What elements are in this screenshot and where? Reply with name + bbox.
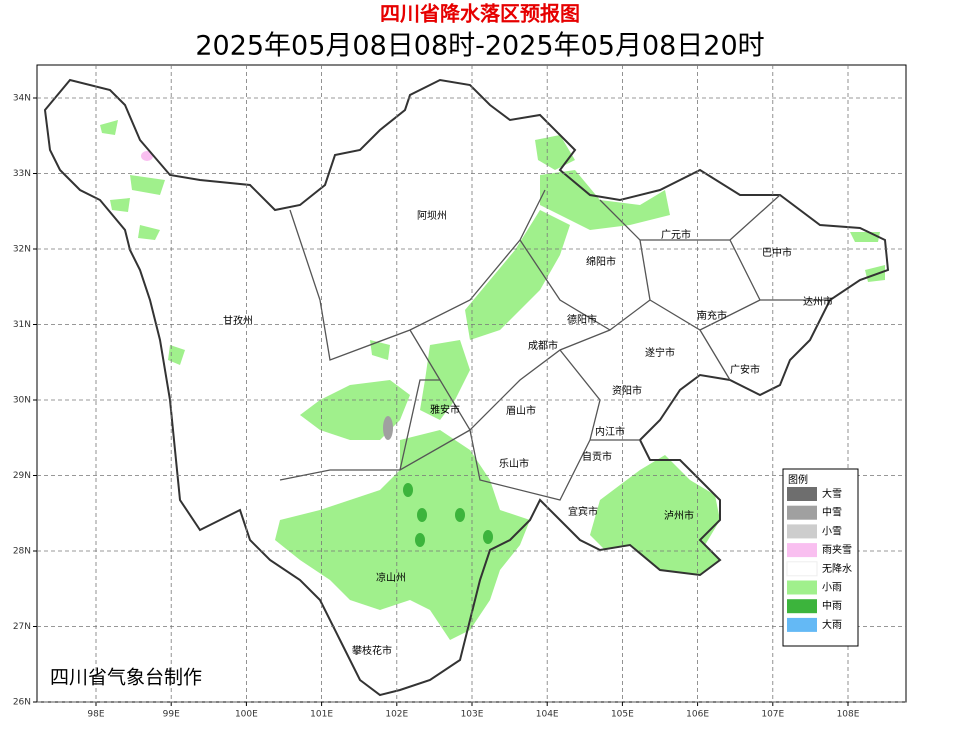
subtitle: 2025年05月08日08时-2025年05月08日20时 xyxy=(195,31,764,62)
legend-label: 中雪 xyxy=(822,506,842,519)
x-tick-label: 102E xyxy=(385,710,408,720)
legend-label: 小雨 xyxy=(822,582,842,594)
legend-swatch xyxy=(787,505,817,520)
x-tick-label: 104E xyxy=(536,710,559,720)
y-tick-label: 32N xyxy=(13,245,31,255)
place-label: 内江市 xyxy=(595,425,625,438)
y-tick-label: 27N xyxy=(13,622,31,632)
moderate-rain-area xyxy=(415,533,425,547)
legend-label: 大雨 xyxy=(822,618,842,631)
light-rain-area xyxy=(465,210,570,340)
y-tick-label: 29N xyxy=(13,471,31,481)
legend-label: 无降水 xyxy=(822,562,852,575)
x-tick-label: 101E xyxy=(310,710,333,720)
light-rain-area xyxy=(540,170,670,230)
moderate-rain-area xyxy=(417,508,427,522)
light-rain-area xyxy=(168,345,185,365)
light-rain-area xyxy=(850,232,880,242)
light-rain-area xyxy=(110,198,130,212)
light-rain-area xyxy=(370,340,390,360)
moderate-rain-area xyxy=(403,483,413,497)
x-tick-label: 98E xyxy=(87,710,104,720)
light-rain-area xyxy=(130,175,165,195)
legend-swatch xyxy=(787,580,817,595)
place-label: 遂宁市 xyxy=(645,346,675,359)
place-label: 甘孜州 xyxy=(223,314,253,327)
credit: 四川省气象台制作 xyxy=(50,667,202,689)
place-label: 宜宾市 xyxy=(568,505,598,518)
place-label: 雅安市 xyxy=(430,403,460,416)
place-label: 凉山州 xyxy=(376,571,406,584)
legend-swatch xyxy=(786,561,818,577)
moderate-rain-area xyxy=(483,530,493,544)
legend-swatch xyxy=(787,599,817,614)
border-line xyxy=(640,194,830,381)
light-snow-area xyxy=(383,416,393,440)
title: 四川省降水落区预报图 xyxy=(380,2,580,26)
x-tick-label: 108E xyxy=(837,710,860,720)
border-line xyxy=(279,379,471,481)
x-tick-label: 106E xyxy=(686,710,709,720)
light-rain-area xyxy=(535,135,575,170)
legend-swatch xyxy=(787,617,817,632)
y-tick-label: 30N xyxy=(13,396,31,406)
y-tick-label: 28N xyxy=(13,547,31,557)
place-label: 广安市 xyxy=(730,363,760,376)
place-label: 德阳市 xyxy=(567,313,597,326)
place-label: 乐山市 xyxy=(499,457,529,470)
y-tick-label: 34N xyxy=(13,94,31,104)
legend-label: 中雨 xyxy=(822,599,842,612)
x-tick-label: 100E xyxy=(235,710,258,720)
y-tick-label: 33N xyxy=(13,169,31,179)
place-label: 绵阳市 xyxy=(586,255,616,268)
light-rain-area xyxy=(138,225,160,240)
x-tick-label: 107E xyxy=(761,710,784,720)
place-label: 攀枝花市 xyxy=(352,644,392,657)
place-label: 眉山市 xyxy=(506,404,536,417)
border-line xyxy=(519,199,651,331)
legend-label: 雨夹雪 xyxy=(822,543,852,556)
light-rain-area xyxy=(865,265,885,282)
x-tick-label: 103E xyxy=(461,710,484,720)
place-label: 南充市 xyxy=(697,309,727,322)
place-label: 自贡市 xyxy=(582,450,612,463)
legend-label: 大雪 xyxy=(822,487,842,500)
light-rain-area xyxy=(100,120,118,135)
moderate-rain-area xyxy=(455,508,465,522)
y-tick-label: 31N xyxy=(13,320,31,330)
place-label: 成都市 xyxy=(528,339,558,352)
sleet-area xyxy=(141,151,153,161)
x-tick-label: 99E xyxy=(163,710,180,720)
place-label: 广元市 xyxy=(661,228,691,241)
light-rain-area xyxy=(275,430,530,640)
legend-label: 小雪 xyxy=(822,525,842,537)
city-borders xyxy=(279,189,830,501)
x-tick-label: 105E xyxy=(611,710,634,720)
place-label: 巴中市 xyxy=(762,246,792,259)
legend-swatch xyxy=(787,524,817,539)
graticule: 98E 99E 100E 101E 102E 103E 104E 105E 106E 107E 10… xyxy=(13,65,906,720)
place-label: 达州市 xyxy=(803,295,833,308)
province-border xyxy=(43,78,890,697)
y-tick-label: 26N xyxy=(13,698,31,708)
legend-swatch xyxy=(787,543,817,558)
light-rain-area xyxy=(300,380,410,440)
legend-swatch xyxy=(787,487,817,501)
place-label: 阿坝州 xyxy=(417,210,447,222)
place-label: 资阳市 xyxy=(612,384,642,397)
place-label: 泸州市 xyxy=(664,509,694,522)
legend-title: 图例 xyxy=(788,473,808,486)
